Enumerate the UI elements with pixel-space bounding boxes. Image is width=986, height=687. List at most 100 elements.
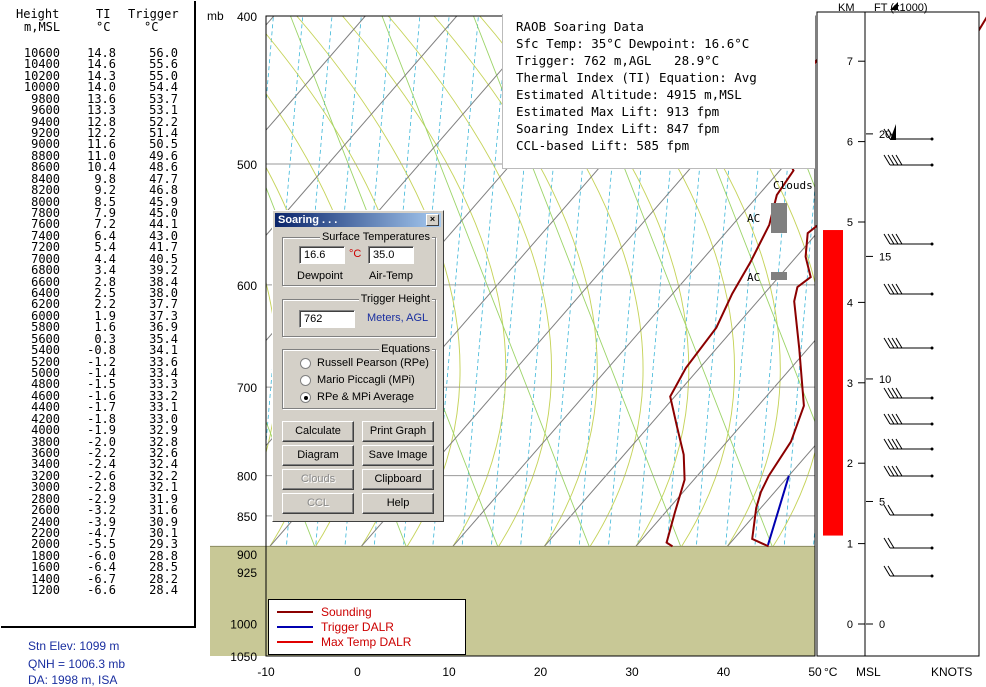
equations-group: Equations Russell Pearson (RPe) Mario Pi… [282, 349, 436, 409]
msl-axis-label: MSL [856, 665, 881, 679]
clouds-button[interactable]: Clouds [282, 469, 354, 490]
info-line: Trigger: 762 m,AGL 28.9°C [516, 53, 719, 68]
soaring-dialog[interactable]: Soaring . . . × Surface Temperatures 16.… [272, 210, 444, 522]
row-trigger: 28.4 [149, 584, 178, 597]
close-icon[interactable]: × [426, 214, 439, 226]
knots-axis-label: KNOTS [931, 665, 972, 679]
clouds-title: Clouds [773, 179, 813, 192]
option-label: Mario Piccagli (MPi) [317, 374, 415, 386]
cloud-type-label: AC [747, 212, 760, 225]
trigger-unit: Meters, AGL [367, 312, 428, 324]
station-info: Stn Elev: 1099 m QNH = 1006.3 mb DA: 199… [0, 628, 215, 682]
option-label: RPe & MPi Average [317, 391, 414, 403]
wind-barb-dot [931, 514, 934, 517]
save-image-button[interactable]: Save Image [362, 445, 434, 466]
soaring-data-panel: RAOB Soaring Data Sfc Temp: 35°C Dewpoin… [502, 14, 815, 169]
pressure-tick-label: 1000 [230, 618, 257, 632]
header-trigger-line2: °C [128, 21, 179, 34]
legend-label: Max Temp DALR [321, 635, 411, 649]
wind-barb-dot [931, 397, 934, 400]
ft-tick-label: 10 [879, 374, 891, 386]
cloud-type-label: AC [747, 271, 760, 284]
dewpoint-input[interactable]: 16.6 [299, 246, 345, 264]
wind-barb-dot [931, 164, 934, 167]
ft-tick-label: 0 [879, 619, 885, 631]
km-tick-label: 3 [847, 378, 853, 390]
group-title: Equations [379, 343, 432, 355]
wind-barb-dot [931, 547, 934, 550]
pressure-tick-label: 900 [237, 548, 257, 562]
info-line: Estimated Altitude: 4915 m,MSL [516, 87, 742, 102]
km-axis-label: KM [838, 2, 855, 14]
temp-tick-label: 30 [625, 665, 639, 679]
row-ti: -6.6 [87, 584, 116, 597]
pressure-tick-label: 600 [237, 279, 257, 293]
lift-bar [823, 230, 843, 536]
pressure-tick-label: 800 [237, 470, 257, 484]
legend-label: Trigger DALR [321, 620, 394, 634]
pressure-tick-label: 400 [237, 10, 257, 24]
x-axis-unit: °C [824, 665, 838, 679]
km-tick-label: 7 [847, 56, 853, 68]
help-button[interactable]: Help [362, 493, 434, 514]
temp-tick-label: 40 [717, 665, 731, 679]
wind-barb-dot [931, 475, 934, 478]
info-line: Soaring Index Lift: 847 fpm [516, 121, 719, 136]
trigger-height-group: Trigger Height 762 Meters, AGL [282, 299, 436, 337]
wind-barb-dot [931, 138, 934, 141]
wind-barb-dot [931, 243, 934, 246]
surface-temperatures-group: Surface Temperatures 16.6 °C 35.0 Dewpoi… [282, 237, 436, 286]
radio-mario-piccagli[interactable] [300, 375, 311, 386]
airtemp-input[interactable]: 35.0 [368, 246, 414, 264]
radio-russell-pearson[interactable] [300, 358, 311, 369]
header-ti: TI°C [92, 8, 110, 34]
legend-swatch [277, 641, 313, 643]
group-title: Trigger Height [359, 293, 432, 305]
legend-label: Sounding [321, 605, 372, 619]
cloud-bar-lower [771, 272, 787, 280]
km-tick-label: 5 [847, 217, 853, 229]
pressure-tick-label: 700 [237, 381, 257, 395]
header-height-line2: m,MSL [16, 21, 60, 34]
cloud-bar-upper [771, 203, 787, 233]
wind-barb-dot [931, 575, 934, 578]
print-graph-button[interactable]: Print Graph [362, 421, 434, 442]
legend-swatch [277, 626, 313, 628]
temp-tick-label: 20 [534, 665, 548, 679]
station-qnh: QNH = 1006.3 mb [28, 657, 125, 671]
group-title: Surface Temperatures [320, 231, 432, 243]
dialog-title: Soaring . . . [278, 214, 337, 226]
pressure-tick-label: 500 [237, 158, 257, 172]
ft-tick-label: 5 [879, 496, 885, 508]
info-line: Estimated Max Lift: 913 fpm [516, 104, 719, 119]
station-density-altitude: DA: 1998 m, ISA [28, 673, 117, 687]
clipboard-button[interactable]: Clipboard [362, 469, 434, 490]
header-trigger: Trigger°C [128, 8, 179, 34]
temp-tick-label: 10 [442, 665, 456, 679]
diagram-button[interactable]: Diagram [282, 445, 354, 466]
dewpoint-label: Dewpoint [297, 270, 343, 282]
km-tick-label: 2 [847, 458, 853, 470]
airtemp-label: Air-Temp [369, 270, 413, 282]
wind-barb-dot [931, 448, 934, 451]
dialog-titlebar[interactable]: Soaring . . . × [275, 213, 441, 227]
wind-barb-dot [931, 293, 934, 296]
trigger-height-input[interactable]: 762 [299, 310, 355, 328]
chart-legend: Sounding Trigger DALR Max Temp DALR [268, 599, 466, 655]
wind-barb-dot [931, 347, 934, 350]
header-ti-line2: °C [92, 21, 110, 34]
ccl-button[interactable]: CCL [282, 493, 354, 514]
info-line: Thermal Index (TI) Equation: Avg [516, 70, 757, 85]
ft-axis-label: FT (x1000) [874, 2, 928, 14]
calculate-button[interactable]: Calculate [282, 421, 354, 442]
km-tick-label: 4 [847, 297, 853, 309]
info-line: Sfc Temp: 35°C Dewpoint: 16.6°C [516, 36, 749, 51]
temp-tick-label: 50 [808, 665, 822, 679]
wind-column [865, 12, 979, 656]
info-line: CCL-based Lift: 585 fpm [516, 138, 689, 153]
temp-tick-label: 0 [354, 665, 361, 679]
radio-average[interactable] [300, 392, 311, 403]
